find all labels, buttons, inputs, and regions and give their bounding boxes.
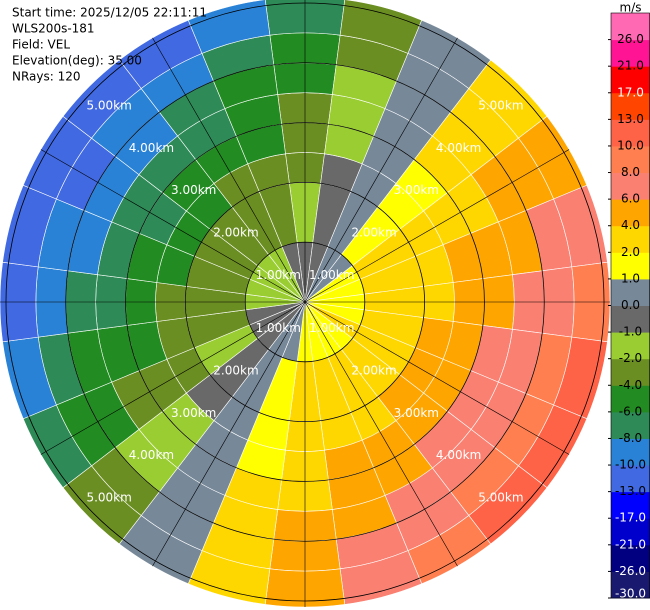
colorbar-label: -17.0: [615, 511, 646, 525]
range-label: 4.00km: [129, 141, 174, 155]
range-label: 1.00km: [256, 268, 301, 282]
info: Start time: 2025/12/05 22:11:11 WLS200s-1…: [12, 6, 207, 84]
colorbar-label: 4.0: [621, 218, 640, 232]
colorbar-label: 0.0: [621, 298, 640, 312]
colorbar-label: 6.0: [621, 192, 640, 206]
range-label: 5.00km: [478, 99, 523, 113]
colorbar-swatch: [611, 491, 650, 519]
colorbar-swatch: [611, 305, 650, 333]
range-label: 2.00km: [351, 364, 396, 378]
colorbar-swatch: [611, 571, 650, 599]
colorbar-label: -13.0: [615, 484, 646, 498]
range-ring: [65, 62, 545, 542]
info-line: NRays: 120: [12, 70, 81, 84]
colorbar: -30.0 -26.0 -21.0 -17.0 -13.0 -10.0 -8.0 -6.0 -4…: [608, 1, 650, 601]
colorbar-swatch: [611, 411, 650, 439]
info-line: Field: VEL: [12, 38, 70, 52]
info-line: Elevation(deg): 35.00: [12, 54, 142, 68]
colorbar-swatch: [611, 119, 650, 147]
range-label: 3.00km: [171, 183, 216, 197]
overlay: 1.00km 1.00km 1.00km 1.00km 2.00km 2.00km 2.00…: [0, 0, 610, 607]
range-label: 4.00km: [436, 448, 481, 462]
colorbar-swatch: [611, 225, 650, 253]
colorbar-label: 13.0: [617, 112, 644, 126]
colorbar-label: 17.0: [617, 85, 644, 99]
range-label: 1.00km: [256, 321, 301, 335]
range-label: 2.00km: [213, 225, 258, 239]
colorbar-swatch: [611, 278, 650, 306]
colorbar-label: -6.0: [619, 404, 642, 418]
colorbar-label: -21.0: [615, 537, 646, 551]
colorbar-label: -30.0: [615, 587, 646, 601]
range-label: 2.00km: [351, 225, 396, 239]
range-label: 5.00km: [86, 490, 131, 504]
range-label: 5.00km: [478, 490, 523, 504]
spoke: [40, 301, 306, 455]
colorbar-label: 21.0: [617, 59, 644, 73]
colorbar-swatch: [611, 92, 650, 120]
colorbar-swatch: [611, 385, 650, 413]
spoke: [152, 301, 306, 567]
spoke: [304, 37, 458, 303]
colorbar-swatch: [611, 518, 650, 546]
colorbar-swatch: [611, 358, 650, 386]
colorbar-unit: m/s: [620, 1, 642, 15]
info-line: Start time: 2025/12/05 22:11:11: [12, 6, 207, 20]
colorbar-label: 1.0: [621, 271, 640, 285]
range-label: 2.00km: [213, 364, 258, 378]
info-line: WLS200s-181: [12, 22, 95, 36]
spoke: [152, 37, 306, 303]
range-label: 4.00km: [129, 448, 174, 462]
colorbar-swatch: [611, 172, 650, 200]
colorbar-label: -4.0: [619, 378, 642, 392]
colorbar-swatch: [611, 438, 650, 466]
range-label: 3.00km: [394, 406, 439, 420]
colorbar-swatch: [611, 13, 650, 41]
colorbar-swatch: [611, 66, 650, 94]
colorbar-label: 2.0: [621, 245, 640, 259]
spoke: [304, 301, 570, 455]
colorbar-label: -2.0: [619, 351, 642, 365]
colorbar-swatch: [611, 252, 650, 280]
colorbar-swatch: [611, 465, 650, 493]
colorbar-label: -26.0: [615, 564, 646, 578]
spoke: [40, 149, 306, 303]
range-label: 5.00km: [86, 99, 131, 113]
range-label: 3.00km: [394, 183, 439, 197]
colorbar-label: 10.0: [617, 138, 644, 152]
colorbar-swatch: [611, 332, 650, 360]
colorbar-label: 26.0: [617, 32, 644, 46]
velocity-gate: [187, 0, 271, 54]
colorbar-label: -1.0: [619, 325, 642, 339]
colorbar-label: -8.0: [619, 431, 642, 445]
range-label: 3.00km: [171, 406, 216, 420]
range-ring: [184, 181, 426, 423]
range-ring: [125, 122, 485, 482]
colorbar-swatch: [611, 145, 650, 174]
range-ring: [5, 2, 605, 602]
colorbar-swatch: [611, 199, 650, 227]
colorbar-label: -10.0: [615, 458, 646, 472]
range-label: 1.00km: [309, 321, 354, 335]
spoke: [304, 301, 458, 567]
range-label: 1.00km: [309, 268, 354, 282]
colorbar-swatch: [611, 39, 650, 67]
colorbar-swatch: [611, 544, 650, 572]
colorbar-label: 8.0: [621, 165, 640, 179]
range-ring: [244, 241, 366, 363]
spoke: [304, 149, 570, 303]
range-label: 4.00km: [436, 141, 481, 155]
